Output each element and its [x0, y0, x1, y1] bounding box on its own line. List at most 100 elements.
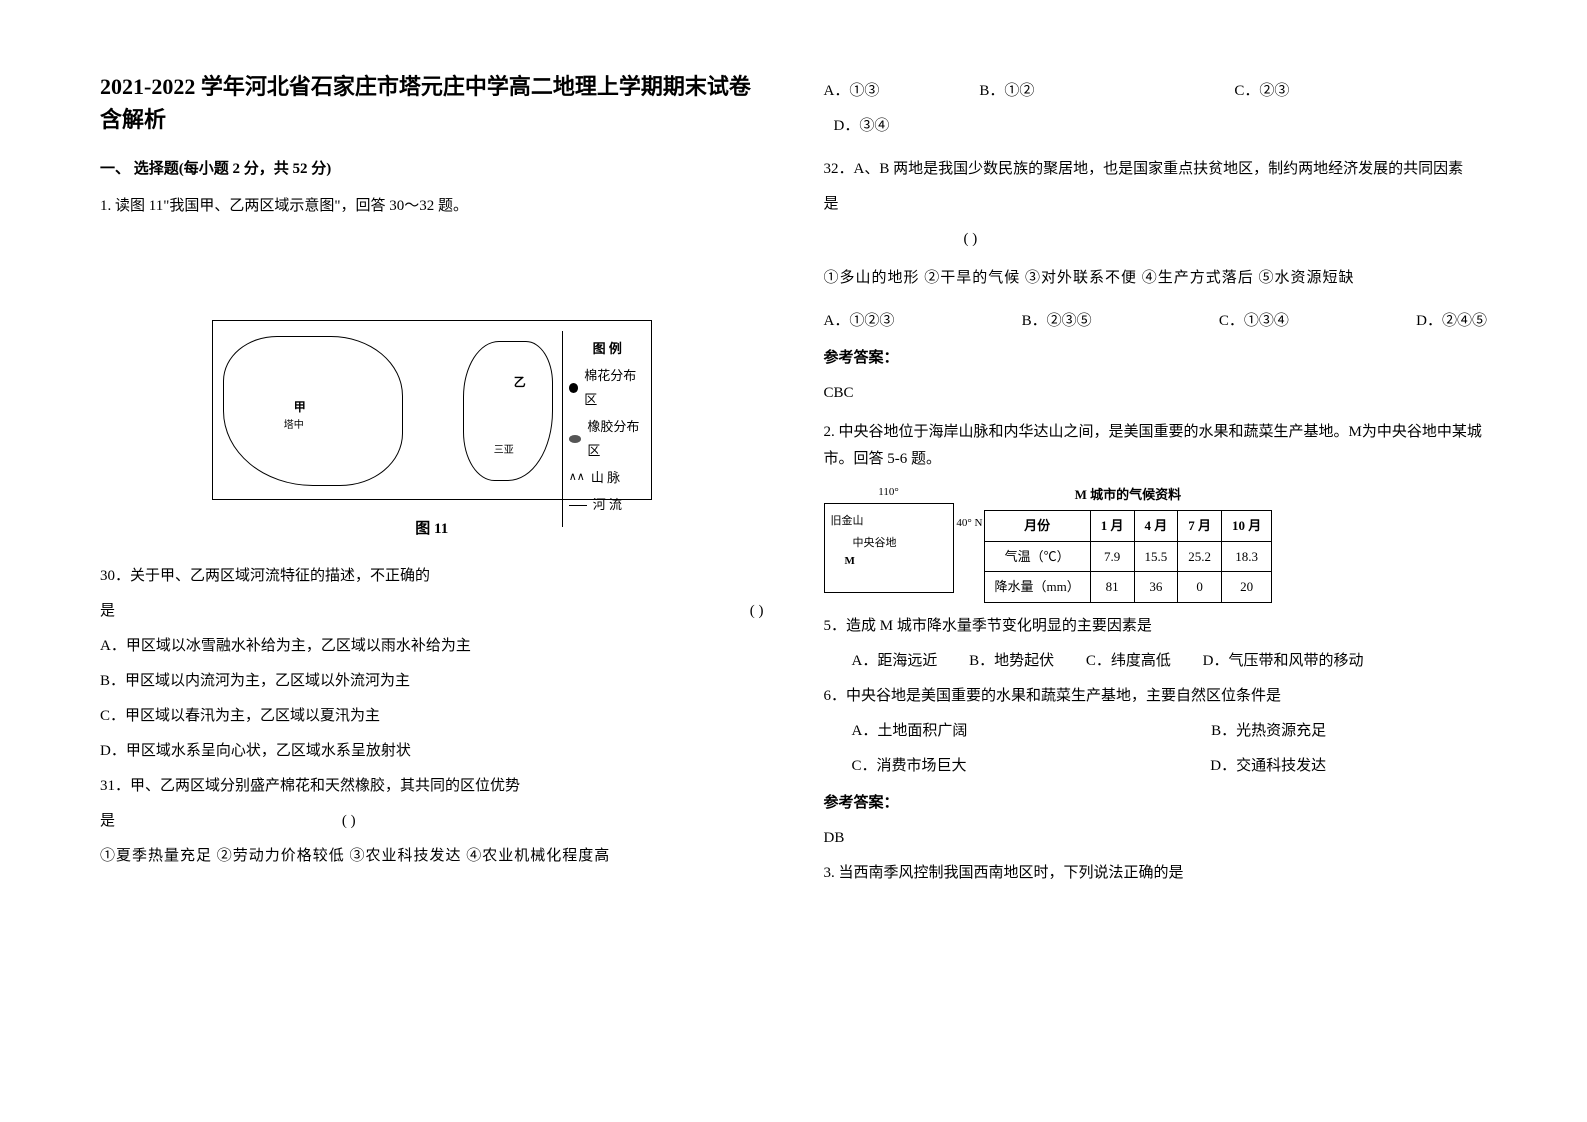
q5-opt-b: B．地势起伏 — [969, 653, 1054, 669]
q6-stem: 6．中央谷地是美国重要的水果和蔬菜生产基地，主要自然区位条件是 — [824, 683, 1488, 710]
q30-paren: ( ) — [750, 598, 764, 625]
climate-precip-label: 降水量（mm） — [984, 572, 1090, 602]
section-1-header: 一、 选择题(每小题 2 分，共 52 分) — [100, 156, 764, 183]
legend-river-icon — [569, 505, 587, 506]
minimap-sf: 旧金山 — [831, 512, 864, 532]
legend-cotton: 棉花分布区 — [584, 364, 646, 411]
climate-h3: 7 月 — [1178, 511, 1222, 541]
legend-title: 图 例 — [569, 337, 646, 360]
q5-opt-d: D．气压带和风带的移动 — [1203, 653, 1364, 669]
climate-table-wrapper: M 城市的气候资料 月份 1 月 4 月 7 月 10 月 气温（℃） 7.9 … — [984, 483, 1273, 603]
q5-options: A．距海远近 B．地势起伏 C．纬度高低 D．气压带和风带的移动 — [852, 648, 1488, 675]
climate-temp-2: 25.2 — [1178, 541, 1222, 571]
climate-figure: 110° 旧金山 中央谷地 M 40° N M 城市的气候资料 月份 1 月 4… — [824, 483, 1488, 603]
q30-opt-d: D．甲区域水系呈向心状，乙区域水系呈放射状 — [100, 738, 764, 765]
minimap-valley: 中央谷地 — [853, 534, 897, 554]
q31-options-row1: A．①③ B．①② C．②③ — [824, 78, 1488, 105]
ans1-label: 参考答案： — [824, 345, 1488, 372]
q32-opt-b: B．②③⑤ — [1022, 308, 1092, 335]
q6-opt-a: A．土地面积广阔 — [852, 723, 968, 739]
climate-precip-3: 20 — [1222, 572, 1272, 602]
q31-opt-a: A．①③ — [824, 78, 880, 105]
map-label-tazhong: 塔中 — [284, 417, 304, 435]
climate-temp-0: 7.9 — [1090, 541, 1134, 571]
q6-options-row1: A．土地面积广阔 B．光热资源充足 — [852, 718, 1488, 745]
left-column: 2021-2022 学年河北省石家庄市塔元庄中学高二地理上学期期末试卷含解析 一… — [100, 70, 764, 895]
minimap-lon: 110° — [824, 483, 954, 503]
q6-opt-d: D．交通科技发达 — [1210, 758, 1326, 774]
q31-stem2: 是 ( ) — [100, 808, 764, 835]
climate-header-row: 月份 1 月 4 月 7 月 10 月 — [984, 511, 1272, 541]
q30-opt-b: B．甲区域以内流河为主，乙区域以外流河为主 — [100, 668, 764, 695]
climate-temp-3: 18.3 — [1222, 541, 1272, 571]
q32-opt-c: C．①③④ — [1219, 308, 1289, 335]
climate-table: 月份 1 月 4 月 7 月 10 月 气温（℃） 7.9 15.5 25.2 … — [984, 510, 1273, 602]
q3-stem: 3. 当西南季风控制我国西南地区时，下列说法正确的是 — [824, 860, 1488, 887]
map-label-jia: 甲 — [294, 397, 306, 419]
q1-intro: 1. 读图 11"我国甲、乙两区域示意图"，回答 30～32 题。 — [100, 193, 764, 220]
map-label-sanya: 三亚 — [494, 442, 514, 460]
exam-title: 2021-2022 学年河北省石家庄市塔元庄中学高二地理上学期期末试卷含解析 — [100, 70, 764, 136]
q5-stem: 5．造成 M 城市降水量季节变化明显的主要因素是 — [824, 613, 1488, 640]
q32-stem1: 32．A、B 两地是我国少数民族的聚居地，也是国家重点扶贫地区，制约两地经济发展… — [824, 156, 1488, 183]
climate-h0: 月份 — [984, 511, 1090, 541]
climate-h1: 1 月 — [1090, 511, 1134, 541]
q31-opts-line: ①夏季热量充足 ②劳动力价格较低 ③农业科技发达 ④农业机械化程度高 — [100, 843, 764, 870]
q32-stem2-text: 是 — [824, 196, 839, 212]
figure-map: 甲 塔中 乙 三亚 图 例 棉花分布区 橡胶分布区 ∧∧山 脉 河 流 — [212, 320, 652, 500]
q32-paren: ( ) — [964, 226, 1488, 253]
mini-map: 旧金山 中央谷地 M 40° N — [824, 503, 954, 593]
q30-stem1: 30．关于甲、乙两区域河流特征的描述，不正确的 — [100, 563, 764, 590]
right-column: A．①③ B．①② C．②③ D．③④ 32．A、B 两地是我国少数民族的聚居地… — [824, 70, 1488, 895]
figure-legend: 图 例 棉花分布区 橡胶分布区 ∧∧ 山 脉 河 流 — [562, 331, 652, 527]
legend-mountain-icon: ∧∧ — [569, 468, 585, 488]
q31-paren: ( ) — [299, 808, 399, 835]
q6-options-row2: C．消费市场巨大 D．交通科技发达 — [852, 753, 1488, 780]
map-region-jia: 甲 塔中 — [223, 336, 403, 486]
q32-options-row: A．①②③ B．②③⑤ C．①③④ D．②④⑤ — [824, 308, 1488, 335]
climate-precip-0: 81 — [1090, 572, 1134, 602]
q30-opt-a: A．甲区域以冰雪融水补给为主，乙区域以雨水补给为主 — [100, 633, 764, 660]
mini-map-wrapper: 110° 旧金山 中央谷地 M 40° N — [824, 483, 954, 593]
figure-11: 甲 塔中 乙 三亚 图 例 棉花分布区 橡胶分布区 ∧∧ 山 脉 河 流 图 11 — [100, 320, 764, 543]
climate-precip-2: 0 — [1178, 572, 1222, 602]
minimap-lat: 40° N — [956, 514, 982, 534]
climate-precip-row: 降水量（mm） 81 36 0 20 — [984, 572, 1272, 602]
q32-opt-d: D．②④⑤ — [1416, 308, 1487, 335]
q31-stem2-text: 是 — [100, 813, 115, 829]
climate-temp-label: 气温（℃） — [984, 541, 1090, 571]
legend-cotton-icon — [569, 383, 578, 393]
q31-opt-b: B．①② — [979, 78, 1034, 105]
q31-opt-c: C．②③ — [1234, 78, 1289, 105]
ans2-label: 参考答案： — [824, 790, 1488, 817]
ans1: CBC — [824, 380, 1488, 407]
climate-precip-1: 36 — [1134, 572, 1178, 602]
q30-stem2: 是 ( ) — [100, 598, 764, 625]
q32-opt-a: A．①②③ — [824, 308, 895, 335]
climate-table-title: M 城市的气候资料 — [984, 483, 1273, 506]
minimap-m: M — [845, 552, 855, 572]
q6-opt-b: B．光热资源充足 — [1211, 723, 1326, 739]
q31-opt-d: D．③④ — [834, 113, 1488, 140]
page-container: 2021-2022 学年河北省石家庄市塔元庄中学高二地理上学期期末试卷含解析 一… — [100, 70, 1487, 895]
figure-caption: 图 11 — [100, 516, 764, 543]
q32-stem2: 是 — [824, 191, 1488, 218]
climate-temp-1: 15.5 — [1134, 541, 1178, 571]
climate-temp-row: 气温（℃） 7.9 15.5 25.2 18.3 — [984, 541, 1272, 571]
ans2: DB — [824, 825, 1488, 852]
q5-opt-a: A．距海远近 — [852, 653, 938, 669]
q5-opt-c: C．纬度高低 — [1086, 653, 1171, 669]
q2-intro: 2. 中央谷地位于海岸山脉和内华达山之间，是美国重要的水果和蔬菜生产基地。M为中… — [824, 419, 1488, 473]
q30-stem2-text: 是 — [100, 603, 115, 619]
legend-rubber-icon — [569, 435, 582, 443]
map-region-yi: 乙 三亚 — [463, 341, 553, 481]
legend-mountain: 山 脉 — [591, 466, 620, 489]
climate-h2: 4 月 — [1134, 511, 1178, 541]
legend-river: 河 流 — [593, 493, 622, 516]
climate-h4: 10 月 — [1222, 511, 1272, 541]
q30-opt-c: C．甲区域以春汛为主，乙区域以夏汛为主 — [100, 703, 764, 730]
legend-rubber: 橡胶分布区 — [587, 415, 645, 462]
q31-stem1: 31．甲、乙两区域分别盛产棉花和天然橡胶，其共同的区位优势 — [100, 773, 764, 800]
q6-opt-c: C．消费市场巨大 — [852, 758, 967, 774]
map-label-yi: 乙 — [514, 372, 526, 394]
